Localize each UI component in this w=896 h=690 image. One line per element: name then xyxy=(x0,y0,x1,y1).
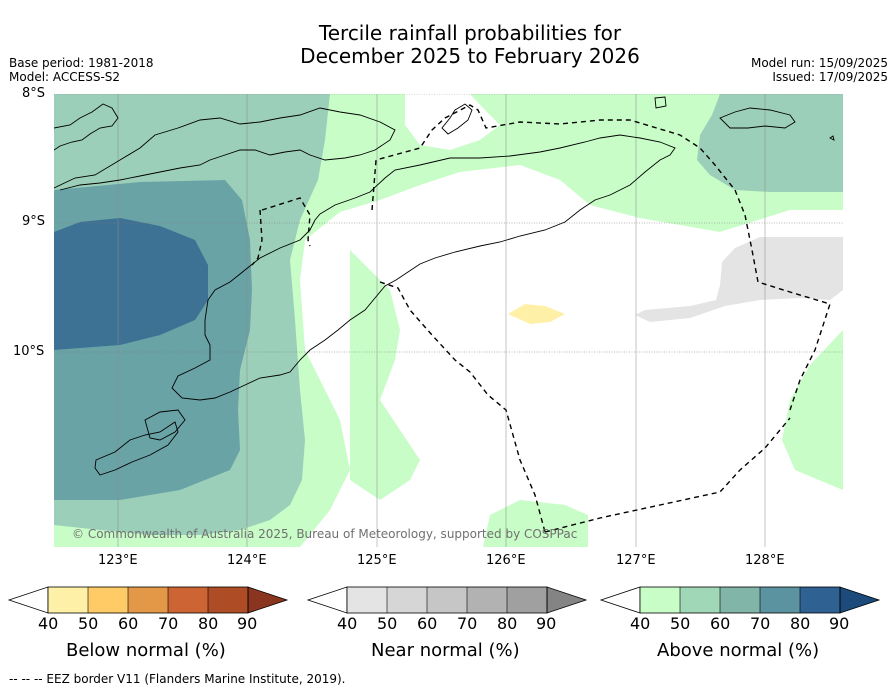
colorbar-segment xyxy=(168,587,208,613)
near-normal-colorbar xyxy=(306,586,588,614)
colorbar-segment xyxy=(680,587,720,613)
colorbar-segment xyxy=(208,587,248,613)
tick-label: 40 xyxy=(630,614,651,633)
tick-label: 50 xyxy=(670,614,691,633)
tick-label: 70 xyxy=(750,614,771,633)
colorbar-segment xyxy=(88,587,128,613)
base-period-text: Base period: 1981-2018 xyxy=(9,56,154,70)
colorbar-min-extension xyxy=(599,586,641,614)
above-normal-40-region xyxy=(782,330,843,490)
lon-label-128e: 128°E xyxy=(745,553,785,568)
below-normal-40-region xyxy=(508,304,565,324)
near-normal-ticks: 40 50 60 70 80 90 xyxy=(0,614,896,636)
lon-label-126e: 126°E xyxy=(486,553,526,568)
tick-label: 70 xyxy=(457,614,478,633)
colorbar-segment xyxy=(640,587,680,613)
colorbar-segment xyxy=(760,587,800,613)
issued-date-text: Issued: 17/09/2025 xyxy=(772,70,888,84)
tick-label: 40 xyxy=(337,614,358,633)
colorbar-segment xyxy=(467,587,507,613)
lat-label-9s: 9°S xyxy=(22,214,46,229)
above-normal-colorbar xyxy=(599,586,881,614)
run-info: Model run: 15/09/2025 Issued: 17/09/2025 xyxy=(751,56,888,84)
below-normal-label: Below normal (%) xyxy=(66,640,226,661)
tick-label: 80 xyxy=(790,614,811,633)
tick-label: 70 xyxy=(158,614,179,633)
colorbar-segment xyxy=(347,587,387,613)
tick-label: 50 xyxy=(78,614,99,633)
lat-label-8s: 8°S xyxy=(22,86,46,101)
colorbar-outline xyxy=(639,586,841,614)
above-normal-40-region xyxy=(483,500,588,547)
above-normal-label: Above normal (%) xyxy=(657,640,820,661)
tick-label: 80 xyxy=(497,614,518,633)
copyright-notice: © Commonwealth of Australia 2025, Bureau… xyxy=(72,527,577,541)
lon-label-127e: 127°E xyxy=(616,553,656,568)
map-title-line-2: December 2025 to February 2026 xyxy=(300,44,640,68)
tick-label: 90 xyxy=(536,614,557,633)
model-name-text: Model: ACCESS-S2 xyxy=(9,70,121,84)
tick-label: 60 xyxy=(118,614,139,633)
map-title-line-1: Tercile rainfall probabilities for xyxy=(318,21,622,45)
tick-label: 90 xyxy=(237,614,258,633)
colorbar-segment xyxy=(720,587,760,613)
near-normal-label: Near normal (%) xyxy=(371,640,520,661)
colorbar-segment xyxy=(427,587,467,613)
lat-label-10s: 10°S xyxy=(13,344,45,359)
colorbar-outline xyxy=(346,586,548,614)
model-run-text: Model run: 15/09/2025 xyxy=(750,56,888,70)
map-panel: © Commonwealth of Australia 2025, Bureau… xyxy=(54,94,843,547)
coastlines xyxy=(54,96,835,476)
tick-label: 90 xyxy=(829,614,850,633)
colorbar-outline xyxy=(47,586,249,614)
tick-label: 80 xyxy=(198,614,219,633)
colorbar-min-extension xyxy=(306,586,348,614)
lon-label-124e: 124°E xyxy=(227,553,267,568)
colorbar-max-extension xyxy=(546,586,588,614)
colorbar-max-extension xyxy=(839,586,881,614)
tick-label: 50 xyxy=(377,614,398,633)
near-normal-40-region xyxy=(635,237,843,322)
above-normal-40-region xyxy=(350,250,420,500)
below-normal-colorbar xyxy=(7,586,289,614)
colorbar-min-extension xyxy=(7,586,49,614)
tick-label: 60 xyxy=(710,614,731,633)
lon-label-123e: 123°E xyxy=(98,553,138,568)
colorbar-segment xyxy=(48,587,88,613)
colorbars xyxy=(7,586,881,614)
colorbar-segment xyxy=(387,587,427,613)
above-normal-50-region xyxy=(697,94,843,192)
colorbar-segment xyxy=(800,587,840,613)
lon-label-125e: 125°E xyxy=(357,553,397,568)
model-info: Base period: 1981-2018 Model: ACCESS-S2 xyxy=(9,56,154,84)
above-normal-70-region xyxy=(54,218,208,350)
eez-border xyxy=(251,104,831,533)
colorbar-segment xyxy=(128,587,168,613)
gridlines xyxy=(54,94,843,353)
eez-footnote: -- -- -- EEZ border V11 (Flanders Marine… xyxy=(9,672,346,686)
below-normal-ticks: 40 50 60 70 80 90 xyxy=(0,614,896,636)
meridians xyxy=(117,94,766,547)
colorbar-max-extension xyxy=(247,586,289,614)
tick-label: 40 xyxy=(38,614,59,633)
tick-label: 60 xyxy=(417,614,438,633)
colorbar-segment xyxy=(507,587,547,613)
above-normal-ticks: 40 50 60 70 80 90 xyxy=(0,614,896,636)
